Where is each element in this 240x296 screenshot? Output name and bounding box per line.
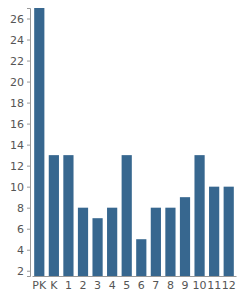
bar [63,155,73,276]
x-tick: 8 [167,276,174,292]
y-tick-mark [27,145,30,146]
y-tick: 26 [10,13,30,26]
y-tick-label: 24 [10,34,24,47]
x-tick: 12 [222,276,236,292]
x-tick-label: K [50,279,58,292]
x-tick: K [50,276,58,292]
x-axis-line [33,276,237,277]
y-axis: 2468101214161820222426 [10,9,31,278]
y-tick: 14 [10,139,30,152]
x-tick: PK [32,276,47,292]
y-tick: 20 [10,76,30,89]
x-tick-label: 1 [65,279,72,292]
x-tick-label: 5 [123,279,130,292]
x-tick-label: 12 [222,279,236,292]
y-tick-mark [27,229,30,230]
y-tick: 10 [10,181,30,194]
y-tick-label: 12 [10,160,24,173]
bar [49,155,59,276]
bar [194,155,204,276]
y-tick: 4 [17,244,30,257]
y-tick: 18 [10,97,30,110]
x-tick-label: 6 [138,279,145,292]
x-tick: 6 [138,276,145,292]
bar [92,218,102,276]
x-tick-label: 9 [182,279,189,292]
y-tick-mark [27,166,30,167]
x-tick: 11 [207,276,221,292]
x-tick-label: 2 [80,279,87,292]
x-tick-label: 4 [109,279,116,292]
y-tick: 6 [17,223,30,236]
x-axis: PKK123456789101112 [32,276,236,292]
bar [165,208,175,276]
y-tick-label: 14 [10,139,24,152]
y-tick-label: 6 [17,223,24,236]
y-tick-mark [27,124,30,125]
y-axis-line [27,9,31,277]
y-tick-mark [27,103,30,104]
y-tick-label: 20 [10,76,24,89]
y-tick-label: 10 [10,181,24,194]
y-tick-label: 18 [10,97,24,110]
x-tick-label: 11 [207,279,221,292]
y-tick-mark [27,271,30,272]
y-tick-label: 4 [17,244,24,257]
x-tick: 9 [182,276,189,292]
x-tick: 3 [94,276,101,292]
x-tick-label: 8 [167,279,174,292]
y-tick-label: 16 [10,118,24,131]
y-tick-label: 2 [17,265,24,278]
y-tick-mark [27,250,30,251]
x-tick: 2 [80,276,87,292]
y-tick-mark [27,208,30,209]
y-tick-mark [27,61,30,62]
x-tick-label: 7 [152,279,159,292]
y-tick-mark [27,40,30,41]
bar [209,187,219,276]
y-tick: 22 [10,55,30,68]
x-tick: 4 [109,276,116,292]
y-tick-mark [27,187,30,188]
bar [107,208,117,276]
x-tick-label: 3 [94,279,101,292]
y-tick: 2 [17,265,30,278]
chart: 2468101214161820222426PKK123456789101112 [0,0,240,296]
x-tick-label: 10 [193,279,207,292]
y-tick-mark [27,19,30,20]
bar [224,187,234,276]
x-tick: 10 [193,276,207,292]
y-tick-label: 8 [17,202,24,215]
bar [34,8,44,276]
y-tick: 24 [10,34,30,47]
y-tick-label: 22 [10,55,24,68]
y-tick: 12 [10,160,30,173]
bar [78,208,88,276]
x-tick: 7 [152,276,159,292]
bar [136,239,146,276]
y-tick-label: 26 [10,13,24,26]
bar [151,208,161,276]
bar [180,197,190,276]
y-tick-mark [27,82,30,83]
y-tick: 8 [17,202,30,215]
x-tick-label: PK [32,279,47,292]
x-tick: 1 [65,276,72,292]
bar [122,155,132,276]
x-tick: 5 [123,276,130,292]
y-tick: 16 [10,118,30,131]
bars [34,8,234,276]
